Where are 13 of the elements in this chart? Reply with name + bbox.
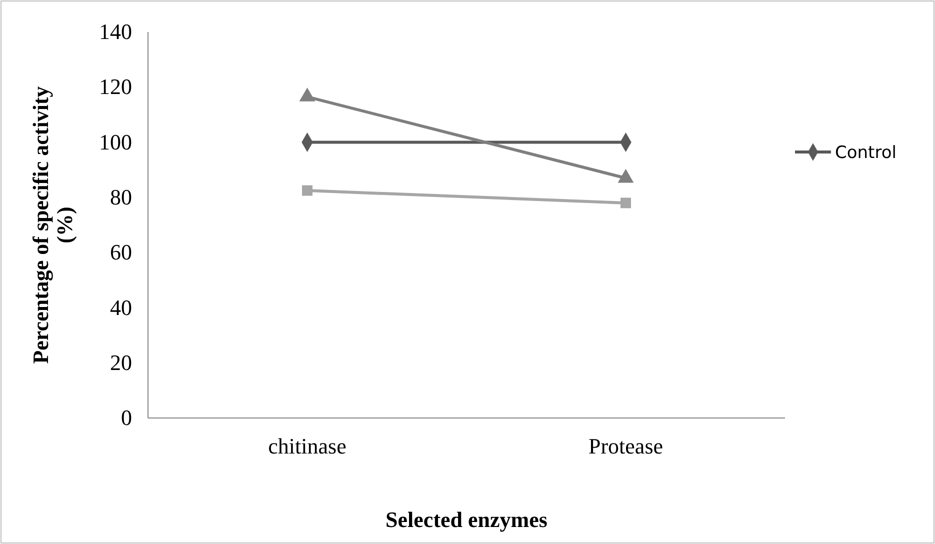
- y-tick-label: 40: [110, 294, 132, 320]
- x-tick-label: Protease: [588, 434, 664, 459]
- y-axis-title: Percentage of specific activity (%): [28, 86, 77, 364]
- legend-label: Control: [835, 143, 896, 163]
- y-tick-label: 60: [110, 240, 132, 265]
- y-tick-label: 0: [121, 405, 132, 430]
- y-tick-label: 120: [99, 74, 132, 100]
- x-tick-label: chitinase: [268, 434, 346, 459]
- y-tick-label: 20: [110, 350, 132, 375]
- x-axis-title: Selected enzymes: [386, 507, 548, 532]
- y-tick-label: 100: [99, 129, 132, 154]
- y-tick-label: 80: [110, 184, 132, 210]
- y-tick-label: 140: [99, 19, 132, 44]
